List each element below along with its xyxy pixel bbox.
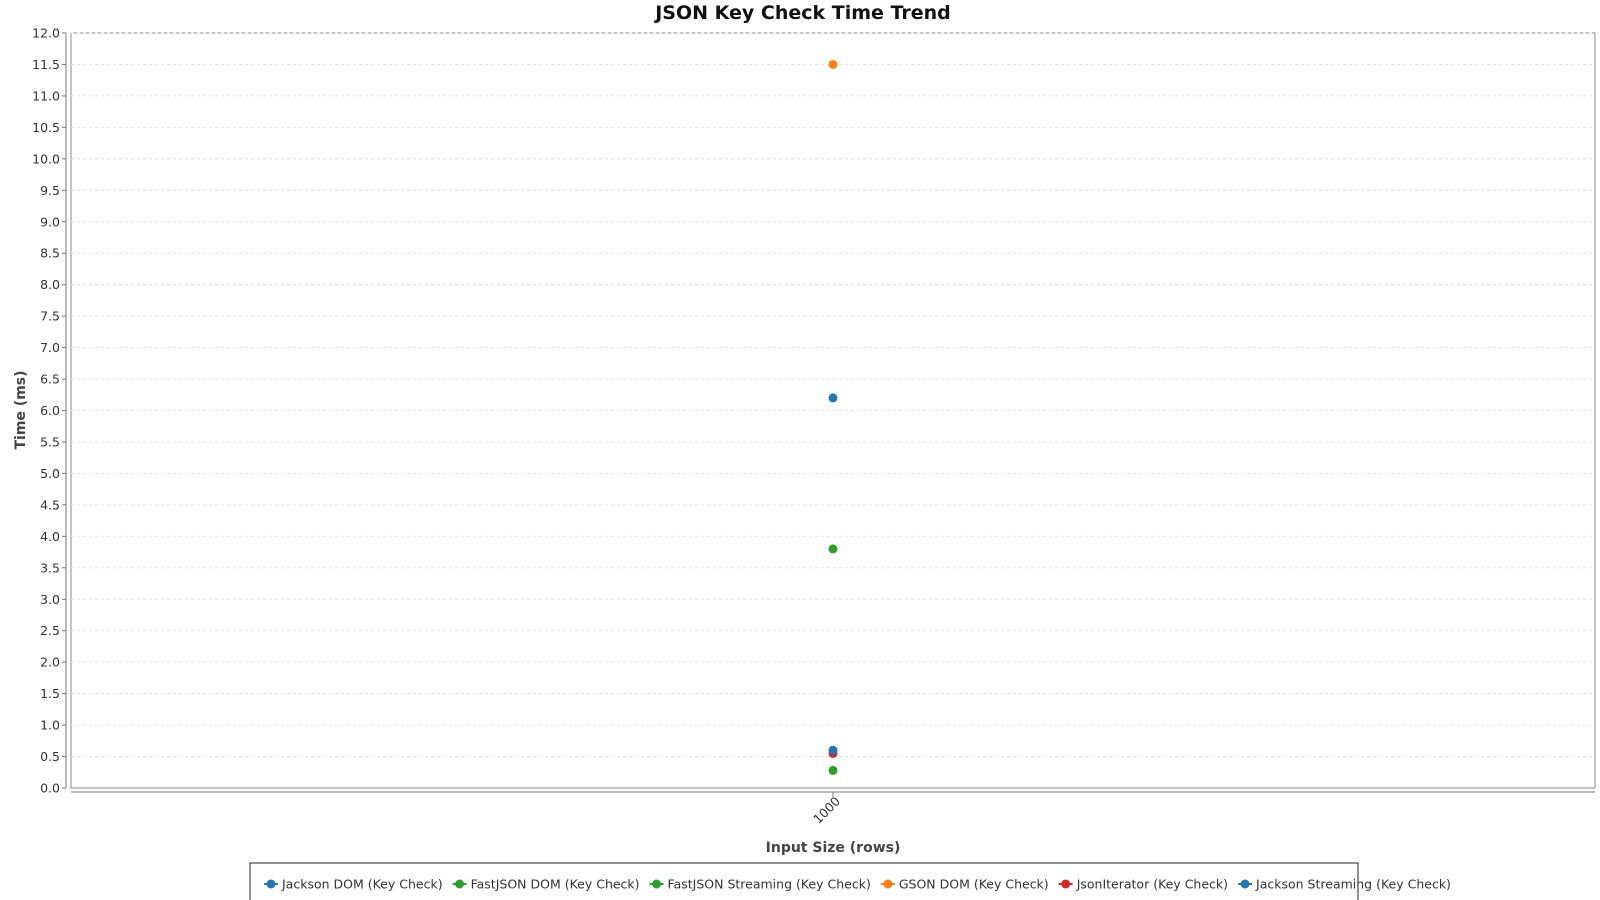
- legend-marker: [883, 879, 893, 889]
- y-axis-label: Time (ms): [13, 370, 29, 449]
- y-tick-label: 4.0: [40, 529, 60, 544]
- data-point: [828, 59, 838, 69]
- y-tick-label: 0.5: [40, 749, 60, 764]
- y-tick-label: 5.5: [40, 434, 60, 449]
- data-point: [828, 765, 838, 775]
- y-tick-label: 4.5: [40, 497, 60, 512]
- y-tick-label: 2.5: [40, 623, 60, 638]
- data-points: [828, 59, 838, 775]
- y-tick-label: 2.0: [40, 655, 60, 670]
- legend-item: GSON DOM (Key Check): [880, 877, 1049, 892]
- y-tick-label: 7.5: [40, 309, 60, 324]
- y-tick-label: 1.0: [40, 718, 60, 733]
- legend-item: FastJSON DOM (Key Check): [452, 877, 640, 892]
- y-tick-label: 9.0: [40, 214, 60, 229]
- x-axis-label: Input Size (rows): [766, 840, 901, 856]
- y-tick-label: 12.0: [32, 26, 60, 41]
- y-tick-label: 10.0: [32, 151, 60, 166]
- legend-item: Jackson DOM (Key Check): [264, 877, 443, 892]
- legend-label: JsonIterator (Key Check): [1076, 877, 1228, 892]
- legend-item: JsonIterator (Key Check): [1058, 877, 1228, 892]
- legend-marker: [1240, 879, 1250, 889]
- legend-label: FastJSON Streaming (Key Check): [668, 877, 871, 892]
- y-axis: 0.0 0.5 1.0 1.5 2.0 2.5 3.0 3.5 4.0 4.5 5.0 5.5 6.0 6…: [32, 26, 67, 796]
- legend-box: [249, 862, 1359, 900]
- legend-item: FastJSON Streaming (Key Check): [649, 877, 871, 892]
- x-axis: 1000: [71, 791, 1595, 827]
- legend-label: GSON DOM (Key Check): [899, 877, 1049, 892]
- legend-marker: [266, 879, 276, 889]
- y-tick-label: 8.0: [40, 277, 60, 292]
- y-tick-label: 7.0: [40, 340, 60, 355]
- y-tick-label: 3.0: [40, 592, 60, 607]
- data-point: [828, 745, 838, 755]
- y-tick-label: 5.0: [40, 466, 60, 481]
- chart-title: JSON Key Check Time Trend: [653, 2, 951, 24]
- legend: Jackson DOM (Key Check) FastJSON DOM (Key…: [249, 862, 1451, 900]
- legend-marker: [652, 879, 662, 889]
- legend-label: FastJSON DOM (Key Check): [471, 877, 640, 892]
- y-tick-label: 11.5: [32, 57, 60, 72]
- y-tick-label: 0.0: [40, 781, 60, 796]
- data-point: [828, 544, 838, 554]
- y-tick-label: 9.5: [40, 183, 60, 198]
- data-point: [828, 393, 838, 403]
- y-tick-label: 8.5: [40, 246, 60, 261]
- legend-label: Jackson DOM (Key Check): [281, 877, 443, 892]
- y-tick-label: 11.0: [32, 88, 60, 103]
- grid-lines: [71, 32, 1595, 758]
- y-tick-label: 10.5: [32, 120, 60, 135]
- y-tick-label: 1.5: [40, 686, 60, 701]
- x-tick-label: 1000: [810, 793, 843, 826]
- y-tick-label: 6.0: [40, 403, 60, 418]
- legend-item: Jackson Streaming (Key Check): [1238, 877, 1451, 892]
- y-tick-label: 6.5: [40, 372, 60, 387]
- legend-marker: [455, 879, 465, 889]
- y-tick-label: 3.5: [40, 560, 60, 575]
- legend-label: Jackson Streaming (Key Check): [1255, 877, 1451, 892]
- legend-marker: [1061, 879, 1071, 889]
